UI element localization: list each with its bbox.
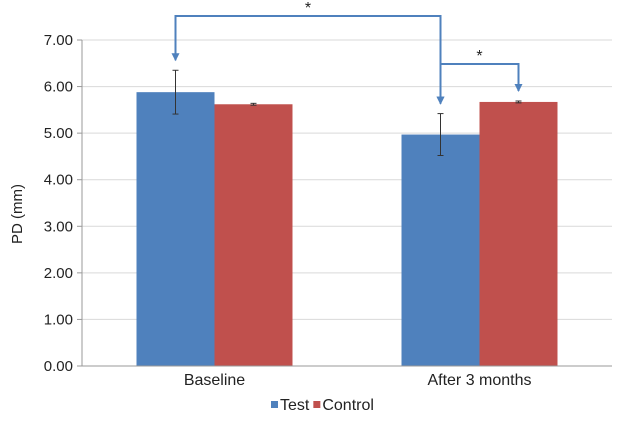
arrowhead-icon (436, 96, 445, 105)
bars (136, 92, 558, 367)
y-tick-label: 7.00 (44, 32, 73, 49)
significance-bracket (439, 63, 520, 104)
y-tick-label: 5.00 (44, 125, 73, 142)
bar-test (401, 134, 480, 366)
significance-bracket (174, 15, 442, 104)
legend-label: Control (322, 397, 374, 414)
bar-control (479, 101, 558, 366)
legend-label: Test (280, 397, 310, 414)
y-tick-label: 3.00 (44, 218, 73, 235)
significance-label: * (305, 0, 311, 17)
y-tick-label: 0.00 (44, 358, 73, 375)
legend-swatch (313, 401, 321, 408)
y-tick-label: 6.00 (44, 79, 73, 96)
arrowhead-icon (171, 53, 180, 62)
category-label: Baseline (184, 372, 245, 389)
bar-test (136, 92, 215, 366)
y-tick-label: 4.00 (44, 172, 73, 189)
y-tick-labels: 0.00 1.00 2.00 3.00 4.00 5.00 6.00 7.00 (44, 32, 73, 375)
category-labels: Baseline After 3 months (184, 372, 532, 389)
y-tick-label: 1.00 (44, 311, 73, 328)
legend-swatch (271, 401, 278, 408)
y-tick-label: 2.00 (44, 265, 73, 282)
legend: Test Control (271, 397, 374, 414)
bar-control (214, 104, 293, 367)
arrowhead-icon (514, 84, 523, 93)
category-label: After 3 months (427, 372, 531, 389)
significance-label: * (476, 48, 482, 65)
axes (77, 39, 612, 367)
y-axis-title: PD (mm) (9, 184, 26, 244)
significance-brackets: ** (171, 0, 523, 105)
error-bars (172, 69, 522, 156)
